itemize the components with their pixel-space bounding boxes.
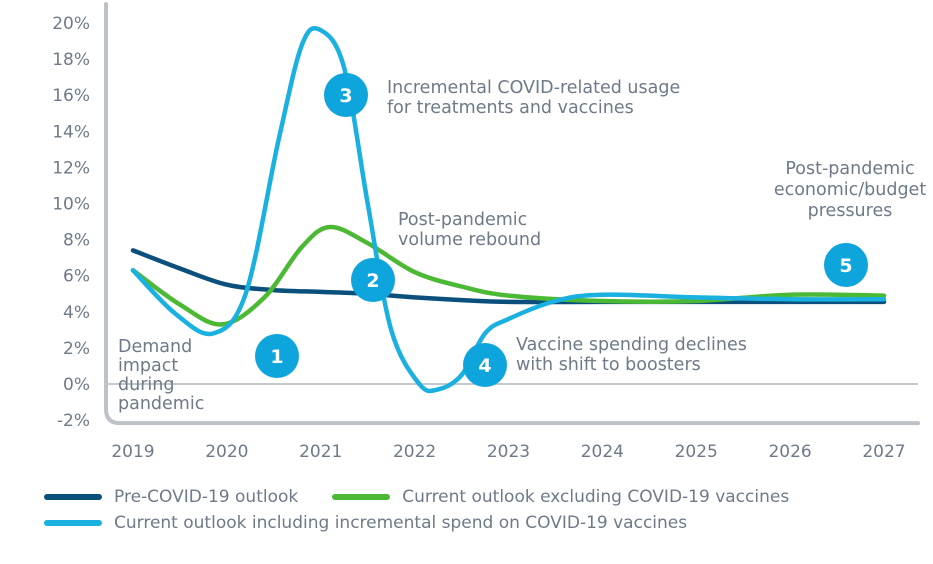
x-tick-label: 2025 bbox=[675, 442, 718, 462]
axes bbox=[104, 2, 920, 426]
annotation-line: Post-pandemic bbox=[785, 159, 914, 179]
annotation-line: impact bbox=[118, 356, 178, 376]
x-tick-label: 2021 bbox=[299, 442, 342, 462]
legend-item-excluding-vaccines: Current outlook excluding COVID-19 vacci… bbox=[332, 487, 789, 507]
annotation-badge-4 bbox=[463, 343, 507, 387]
x-tick-label: 2024 bbox=[581, 442, 624, 462]
annotation-text-2: Post-pandemic volume rebound bbox=[398, 210, 541, 250]
x-tick-label: 2020 bbox=[205, 442, 248, 462]
y-tick-label: 2% bbox=[63, 339, 90, 359]
annotation-line: volume rebound bbox=[398, 230, 541, 250]
legend-item-including-vaccines: Current outlook including incremental sp… bbox=[44, 513, 687, 533]
y-tick-label: 18% bbox=[52, 50, 90, 70]
legend: Pre-COVID-19 outlook Current outlook exc… bbox=[44, 484, 823, 536]
annotation-badge-3 bbox=[324, 73, 368, 117]
annotation-line: Vaccine spending declines bbox=[516, 335, 747, 355]
annotation-badge-2 bbox=[351, 258, 395, 302]
annotation-badge-1 bbox=[255, 334, 299, 378]
axis-frame bbox=[104, 2, 920, 426]
annotation-badge-number: 3 bbox=[339, 85, 352, 107]
x-tick-label: 2027 bbox=[862, 442, 905, 462]
y-tick-label: 14% bbox=[52, 122, 90, 142]
annotation-text-5: Post-pandemic economic/budget pressures bbox=[774, 159, 927, 221]
annotation-text-1: Demand impact during pandemic bbox=[118, 337, 204, 414]
y-tick-label: 8% bbox=[63, 231, 90, 251]
annotation-line: during bbox=[118, 375, 174, 395]
x-tick-label: 2026 bbox=[768, 442, 811, 462]
annotation-line: Incremental COVID-related usage bbox=[387, 78, 680, 98]
annotation-badge-number: 5 bbox=[839, 255, 852, 277]
annotation-line: Demand bbox=[118, 337, 192, 357]
y-axis-ticks: -2% 0% 2% 4% 6% 8% 10% 12% 14% 16% 18% 20% bbox=[52, 14, 90, 431]
legend-label-including-vaccines: Current outlook including incremental sp… bbox=[114, 513, 688, 533]
annotation-line: pressures bbox=[808, 201, 893, 221]
x-tick-label: 2023 bbox=[487, 442, 530, 462]
y-tick-label: 4% bbox=[63, 303, 90, 323]
x-tick-label: 2022 bbox=[393, 442, 436, 462]
legend-swatch-including-vaccines bbox=[44, 520, 102, 526]
annotation-badge-5 bbox=[824, 243, 868, 287]
annotation-badge-number: 2 bbox=[366, 270, 379, 292]
legend-row-2: Current outlook including incremental sp… bbox=[44, 510, 823, 536]
annotation-line: economic/budget bbox=[774, 180, 927, 200]
annotation-line: for treatments and vaccines bbox=[387, 98, 634, 118]
x-tick-label: 2019 bbox=[111, 442, 154, 462]
y-tick-label: 20% bbox=[52, 14, 90, 34]
y-tick-label: 12% bbox=[52, 158, 90, 178]
legend-label-excluding-vaccines: Current outlook excluding COVID-19 vacci… bbox=[402, 487, 790, 507]
annotation-badge-number: 1 bbox=[270, 346, 283, 368]
annotation-line: Post-pandemic bbox=[398, 210, 527, 230]
legend-label-pre-covid: Pre-COVID-19 outlook bbox=[114, 487, 299, 507]
series-group bbox=[130, 25, 887, 394]
annotation-text-3: Incremental COVID-related usage for treat… bbox=[387, 78, 680, 118]
legend-swatch-excluding-vaccines bbox=[332, 494, 391, 500]
y-tick-label: 16% bbox=[52, 86, 90, 106]
annotation-line: pandemic bbox=[118, 394, 204, 414]
annotation-badge-number: 4 bbox=[478, 355, 491, 377]
y-tick-label: -2% bbox=[57, 411, 90, 431]
legend-row-1: Pre-COVID-19 outlook Current outlook exc… bbox=[44, 484, 823, 510]
legend-item-pre-covid: Pre-COVID-19 outlook bbox=[44, 487, 298, 507]
legend-swatch-pre-covid bbox=[44, 494, 102, 500]
y-tick-label: 0% bbox=[63, 375, 90, 395]
y-tick-label: 6% bbox=[63, 267, 90, 287]
series-line-including-vaccines bbox=[130, 25, 887, 394]
annotation-text-4: Vaccine spending declines with shift to b… bbox=[516, 335, 747, 375]
annotation-line: with shift to boosters bbox=[516, 355, 701, 375]
annotations: Demand impact during pandemic 1 Post-pandemic… bbox=[118, 73, 926, 414]
x-axis-ticks: 2019 2020 2021 2022 2023 2024 2025 2026 2027 bbox=[111, 442, 905, 462]
y-tick-label: 10% bbox=[52, 195, 90, 215]
